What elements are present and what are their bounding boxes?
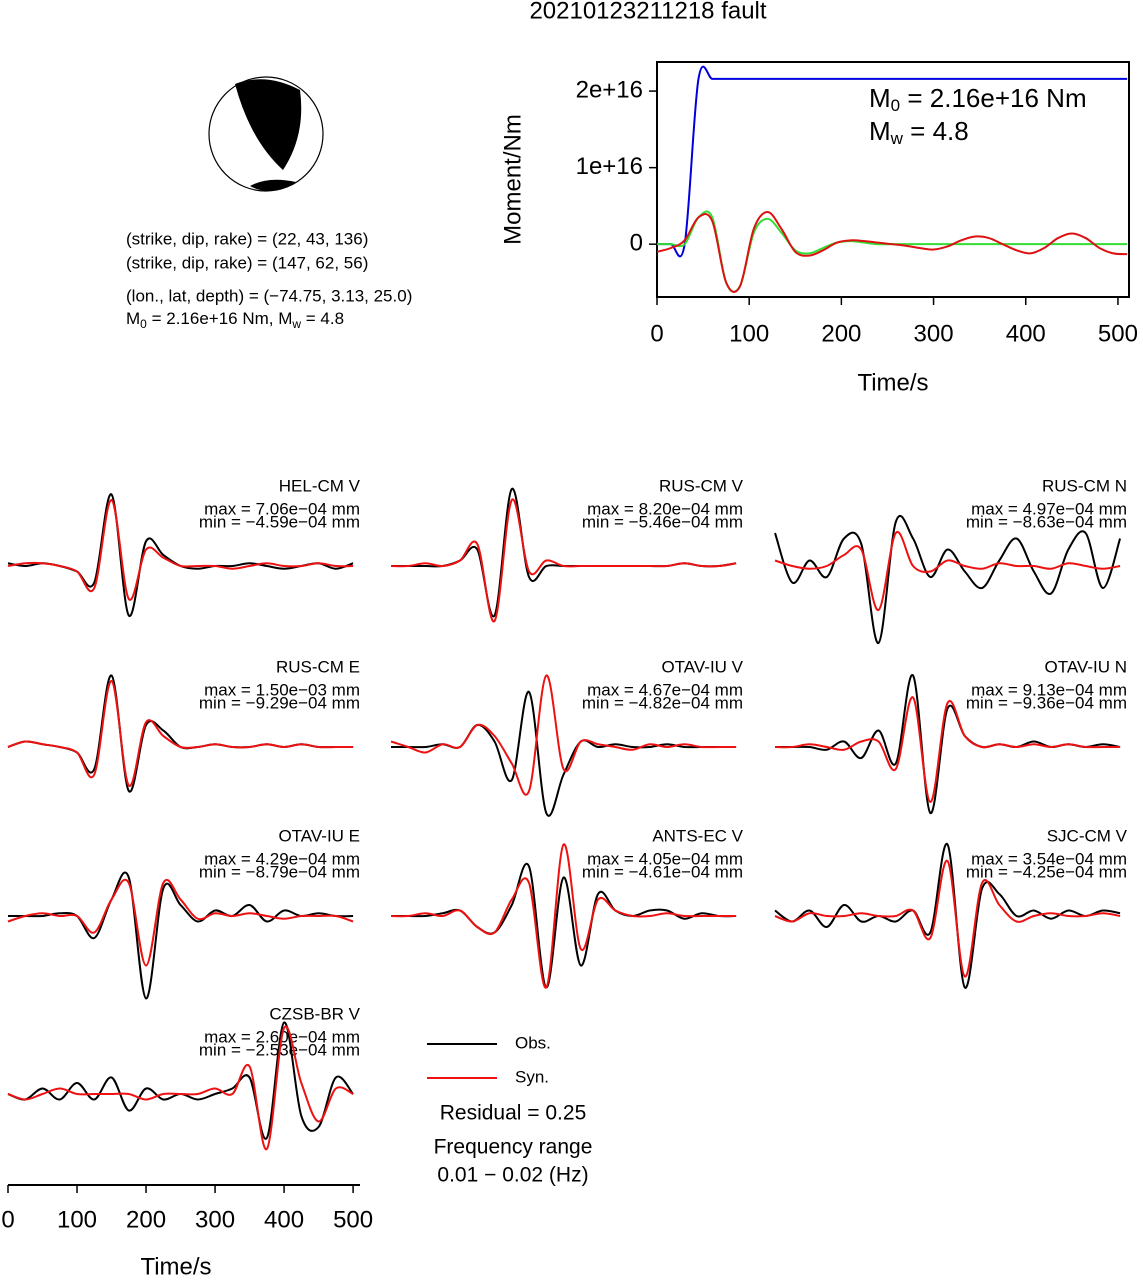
waveform-line: [390, 843, 737, 989]
x-tick-label: 0: [650, 320, 663, 347]
station-label: RUS-CM E: [276, 657, 360, 676]
annotation-part: = 2.16e+16 Nm: [900, 83, 1086, 113]
moment-line: [657, 211, 1128, 293]
figure-title: 20210123211218 fault: [529, 0, 766, 24]
min-label: min = −4.61e−04 mm: [582, 862, 743, 881]
min-label: min = −4.59e−04 mm: [199, 512, 360, 531]
y-axis-label: Moment/Nm: [499, 114, 526, 245]
station-label: OTAV-IU V: [661, 657, 743, 676]
min-label: min = −4.82e−04 mm: [582, 693, 743, 712]
min-label: min = −8.79e−04 mm: [199, 862, 360, 881]
x-tick-label: 200: [126, 1206, 166, 1233]
max-label: max = 4.97e−04 mm: [971, 499, 1127, 518]
frequency-text: Frequency range: [434, 1136, 593, 1159]
min-label: min = −9.29e−04 mm: [199, 693, 360, 712]
max-label: max = 8.20e−04 mm: [587, 499, 743, 518]
x-tick-label: 500: [1098, 320, 1138, 347]
max-label: max = 4.05e−04 mm: [587, 849, 743, 868]
waveform-line: [7, 679, 354, 787]
y-tick-label: 2e+16: [576, 76, 643, 103]
mechanism-text: (strike, dip, rake) = (22, 43, 136): [126, 229, 368, 248]
station-label: SJC-CM V: [1047, 826, 1128, 845]
annotation: Mw = 4.8: [869, 116, 969, 149]
waveform-line: [7, 1025, 354, 1151]
waveform-line: [390, 674, 737, 796]
moment-text-part: w: [291, 317, 301, 331]
location-text: (lon., lat, depth) = (−74.75, 3.13, 25.0…: [126, 286, 412, 305]
moment-line: [657, 65, 1128, 258]
max-label: max = 9.13e−04 mm: [971, 680, 1127, 699]
moment-text-part: = 4.8: [301, 309, 344, 328]
legend-label: Syn.: [515, 1067, 549, 1086]
min-label: min = −5.46e−04 mm: [582, 512, 743, 531]
moment-line: [657, 210, 1128, 293]
plot-frame: [656, 61, 1130, 298]
min-label: min = −8.63e−04 mm: [966, 512, 1127, 531]
station-label: OTAV-IU N: [1045, 657, 1128, 676]
waveform-line: [7, 1021, 354, 1140]
moment-text-part: 0: [140, 317, 147, 331]
moment-text: M0 = 2.16e+16 Nm, Mw = 4.8: [126, 309, 344, 331]
station-label: OTAV-IU E: [278, 826, 360, 845]
min-label: min = −4.25e−04 mm: [966, 862, 1127, 881]
x-tick-label: 0: [1, 1206, 14, 1233]
mechanism-text: (strike, dip, rake) = (147, 62, 56): [126, 253, 368, 272]
station-label: ANTS-EC V: [652, 826, 743, 845]
waveform-line: [774, 696, 1121, 804]
station-label: RUS-CM N: [1042, 476, 1127, 495]
station-label: CZSB-BR V: [269, 1004, 360, 1023]
x-tick-label: 400: [264, 1206, 304, 1233]
waveform-line: [390, 862, 737, 989]
max-label: max = 4.29e−04 mm: [204, 849, 360, 868]
y-tick-label: 1e+16: [576, 153, 643, 180]
waveform-line: [7, 871, 354, 1000]
annotation-part: = 4.8: [903, 116, 969, 146]
annotation-part: 0: [891, 96, 900, 115]
frequency-text: 0.01 − 0.02 (Hz): [437, 1164, 588, 1187]
waveform-line: [7, 498, 354, 601]
waveform-line: [390, 498, 737, 623]
annotation-part: w: [890, 129, 904, 148]
x-tick-label: 400: [1006, 320, 1046, 347]
x-tick-label: 200: [821, 320, 861, 347]
max-label: max = 1.50e−03 mm: [204, 680, 360, 699]
beachball: [208, 76, 324, 192]
annotation-part: M: [869, 83, 891, 113]
moment-text-part: M: [126, 309, 140, 328]
x-tick-label: 100: [729, 320, 769, 347]
annotation-part: M: [869, 116, 891, 146]
waveform-line: [774, 859, 1121, 978]
x-axis-label: Time/s: [140, 1253, 211, 1280]
waveform-line: [7, 878, 354, 967]
min-label: min = −9.36e−04 mm: [966, 693, 1127, 712]
legend-label: Obs.: [515, 1033, 551, 1052]
waveform-line: [774, 531, 1121, 612]
residual-text: Residual = 0.25: [440, 1102, 587, 1125]
x-tick-label: 300: [914, 320, 954, 347]
max-label: max = 7.06e−04 mm: [204, 499, 360, 518]
x-tick-label: 100: [57, 1206, 97, 1233]
station-label: RUS-CM V: [659, 476, 744, 495]
station-label: HEL-CM V: [279, 476, 361, 495]
max-label: max = 4.67e−04 mm: [587, 680, 743, 699]
waveform-line: [774, 514, 1122, 645]
x-axis-label: Time/s: [857, 369, 928, 396]
max-label: max = 3.54e−04 mm: [971, 849, 1127, 868]
annotation: M0 = 2.16e+16 Nm: [869, 83, 1087, 116]
x-tick-label: 300: [195, 1206, 235, 1233]
x-tick-label: 500: [333, 1206, 373, 1233]
moment-text-part: = 2.16e+16 Nm, M: [147, 309, 293, 328]
y-tick-label: 0: [630, 230, 643, 257]
